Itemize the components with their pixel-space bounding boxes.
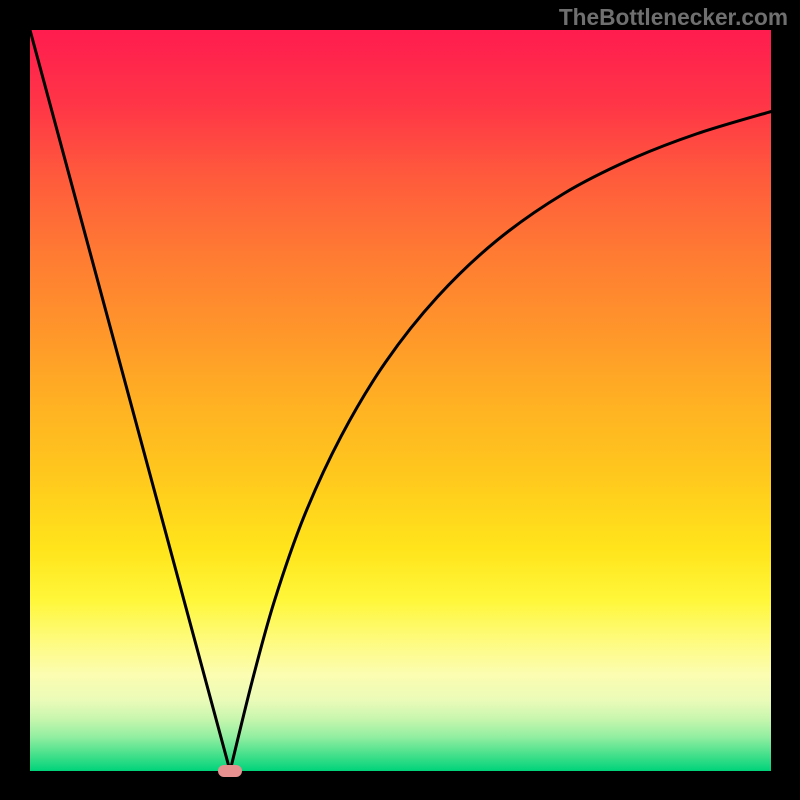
curve-right-segment	[230, 112, 771, 771]
curve-left-segment	[30, 30, 230, 771]
plot-area	[30, 30, 771, 771]
watermark-text: TheBottlenecker.com	[559, 4, 788, 31]
optimum-marker	[218, 765, 242, 777]
chart-container: TheBottlenecker.com	[0, 0, 800, 800]
curve-layer	[30, 30, 771, 771]
